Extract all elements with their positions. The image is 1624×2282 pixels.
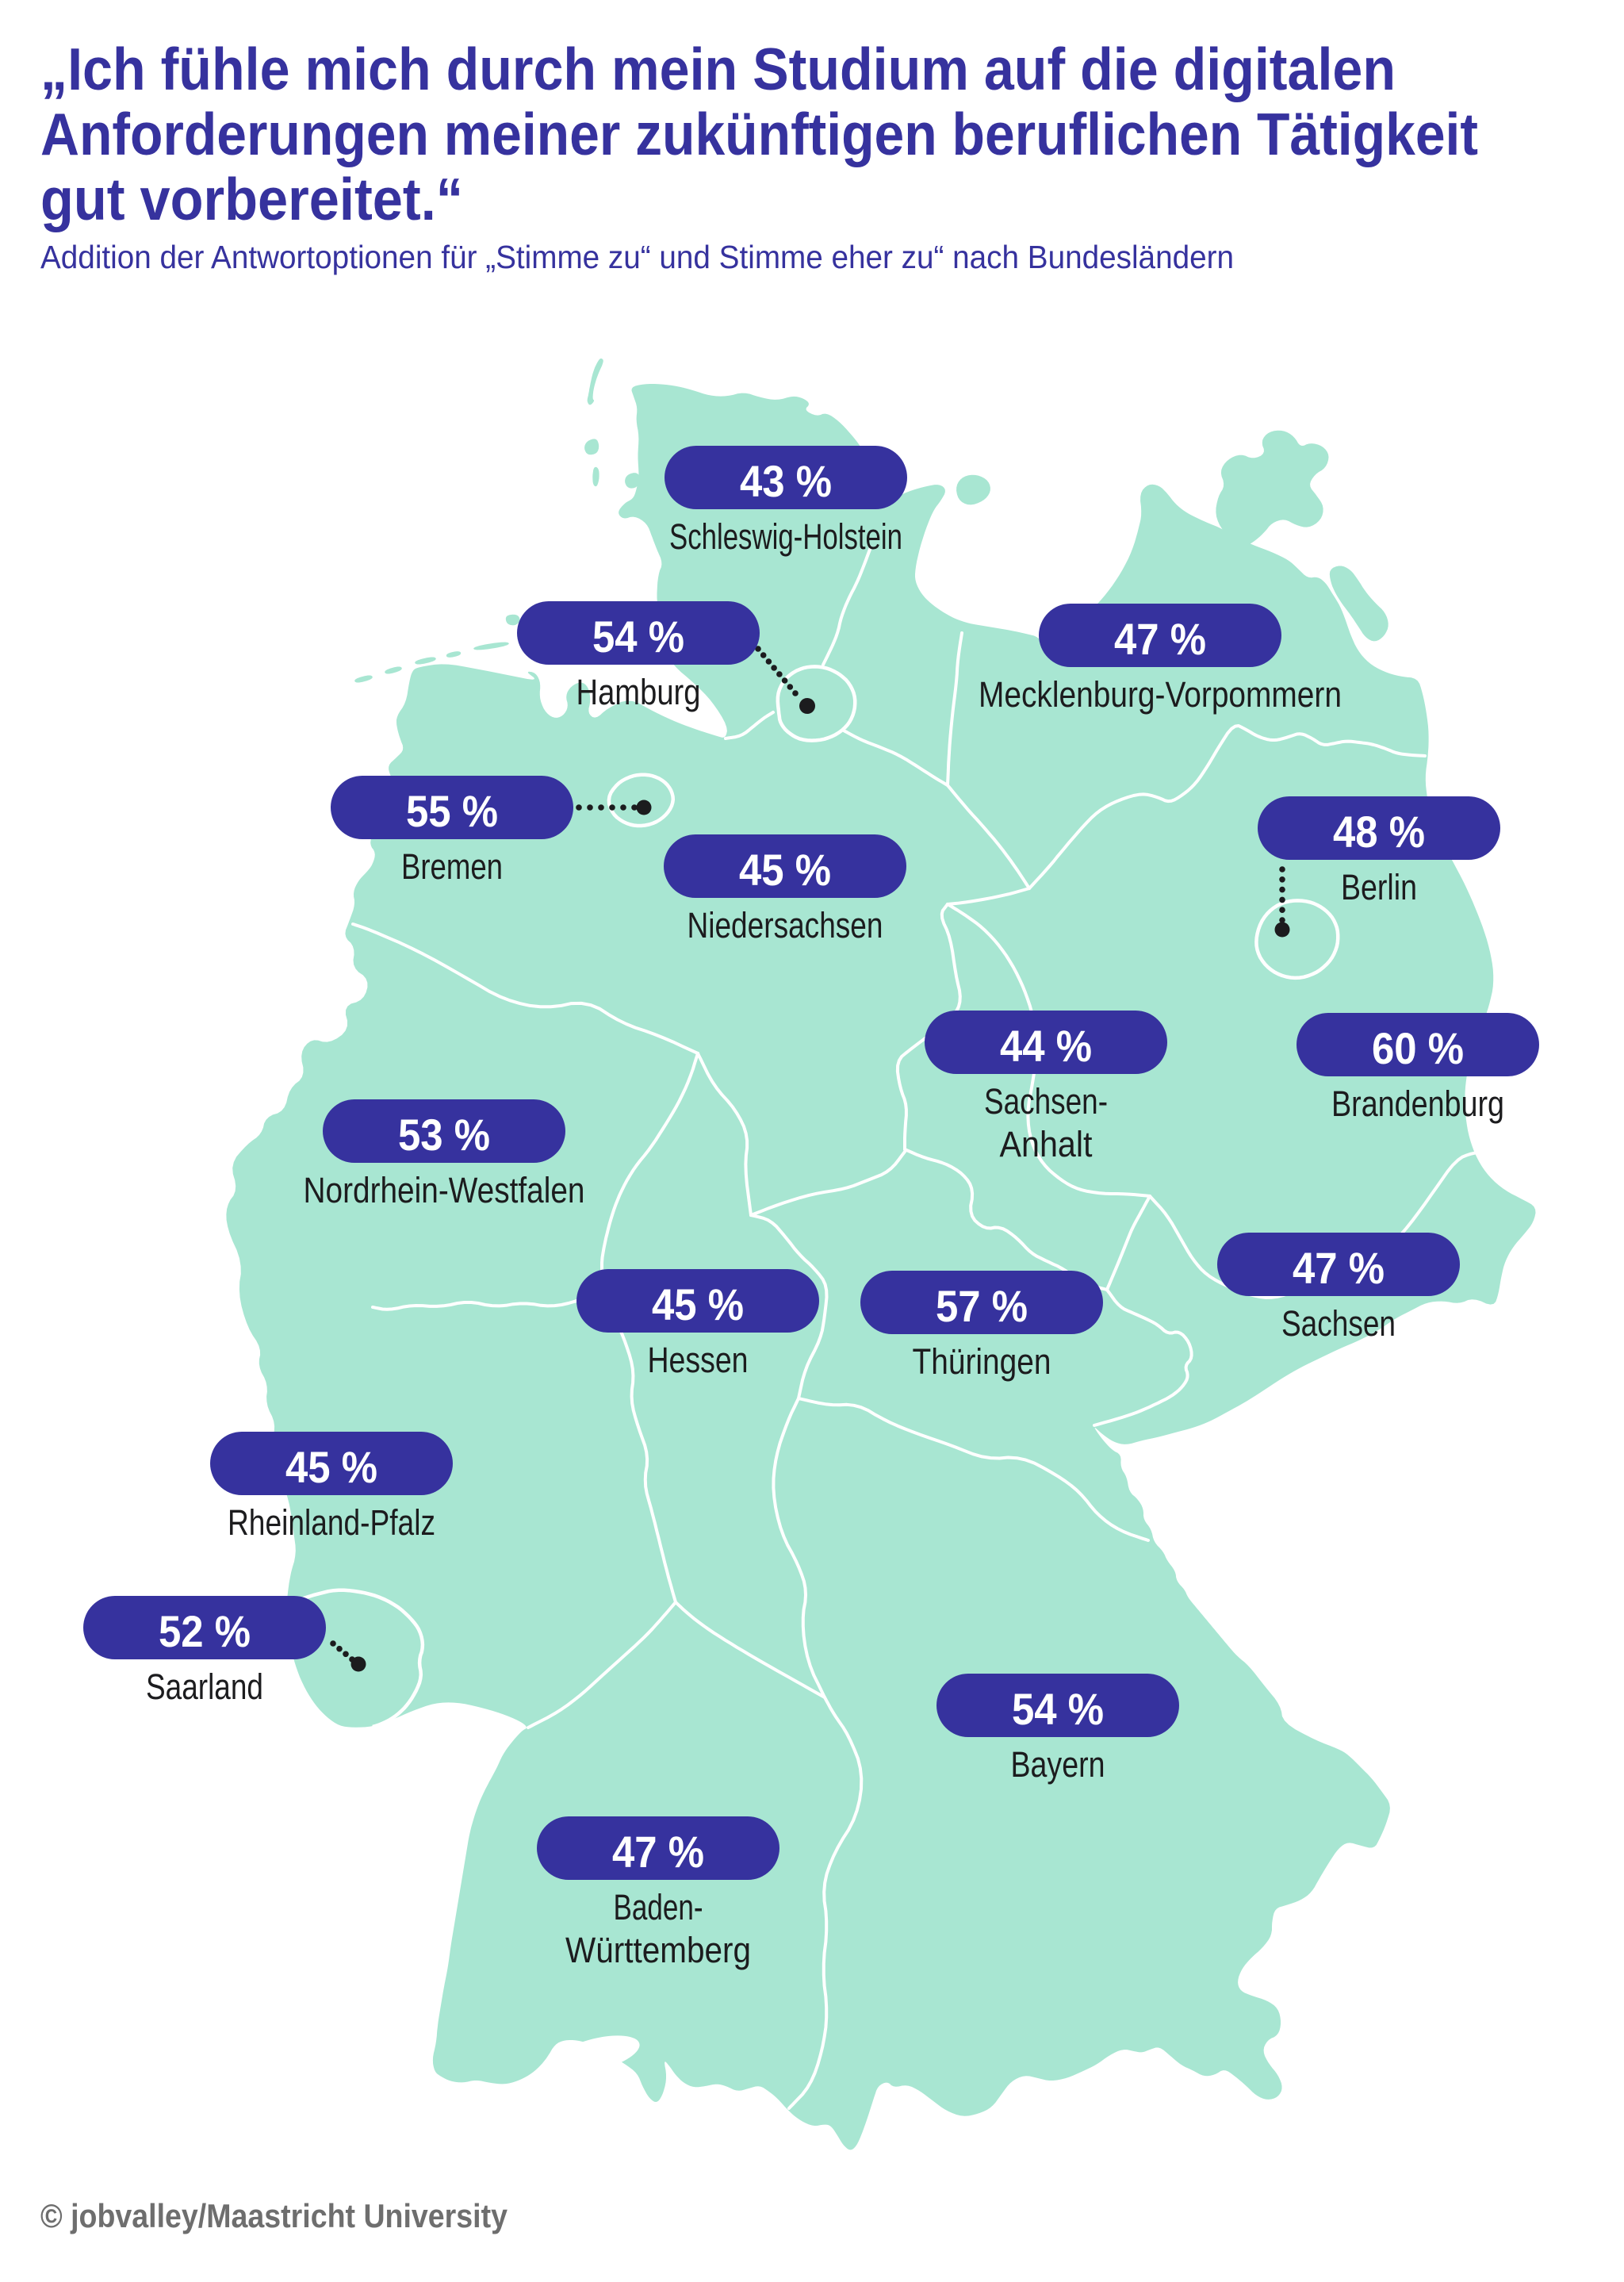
svg-text:Baden-: Baden-	[614, 1887, 703, 1927]
svg-text:45 %: 45 %	[285, 1442, 377, 1492]
svg-text:57 %: 57 %	[936, 1281, 1028, 1331]
svg-text:48 %: 48 %	[1333, 807, 1425, 857]
svg-text:Brandenburg: Brandenburg	[1331, 1083, 1504, 1124]
svg-text:Anhalt: Anhalt	[1000, 1124, 1093, 1164]
svg-text:© jobvalley/Maastricht Univers: © jobvalley/Maastricht University	[40, 2197, 508, 2234]
svg-text:45 %: 45 %	[739, 845, 831, 895]
svg-text:60 %: 60 %	[1372, 1023, 1464, 1073]
svg-text:44 %: 44 %	[1000, 1021, 1092, 1071]
svg-text:47 %: 47 %	[612, 1827, 704, 1877]
svg-text:Bayern: Bayern	[1011, 1744, 1105, 1785]
svg-text:Berlin: Berlin	[1341, 867, 1417, 907]
svg-text:Niedersachsen: Niedersachsen	[688, 905, 883, 945]
svg-text:gut vorbereitet.“: gut vorbereitet.“	[40, 166, 463, 232]
svg-text:Mecklenburg-Vorpommern: Mecklenburg-Vorpommern	[979, 674, 1342, 715]
svg-text:Hamburg: Hamburg	[576, 672, 701, 712]
svg-text:Bremen: Bremen	[401, 846, 503, 887]
svg-text:Thüringen: Thüringen	[913, 1341, 1051, 1382]
svg-text:Sachsen: Sachsen	[1281, 1303, 1396, 1344]
svg-text:Addition der Antwortoptionen f: Addition der Antwortoptionen für „Stimme…	[40, 239, 1234, 275]
svg-text:53 %: 53 %	[398, 1110, 490, 1160]
svg-text:54 %: 54 %	[1012, 1684, 1104, 1734]
svg-text:Württemberg: Württemberg	[565, 1930, 751, 1970]
svg-text:Hessen: Hessen	[648, 1340, 749, 1380]
svg-text:Nordrhein-Westfalen: Nordrhein-Westfalen	[304, 1170, 585, 1210]
svg-text:47 %: 47 %	[1293, 1243, 1385, 1293]
svg-text:54 %: 54 %	[592, 612, 684, 662]
svg-text:47 %: 47 %	[1114, 614, 1206, 664]
svg-text:52 %: 52 %	[159, 1606, 251, 1656]
svg-text:Saarland: Saarland	[146, 1666, 263, 1707]
svg-text:43 %: 43 %	[740, 456, 832, 506]
svg-text:„Ich fühle mich durch mein Stu: „Ich fühle mich durch mein Studium auf d…	[40, 36, 1396, 102]
svg-text:45 %: 45 %	[652, 1279, 744, 1329]
svg-text:Schleswig-Holstein: Schleswig-Holstein	[669, 516, 902, 557]
svg-text:55 %: 55 %	[406, 786, 498, 836]
svg-text:Rheinland-Pfalz: Rheinland-Pfalz	[228, 1502, 435, 1543]
svg-text:Sachsen-: Sachsen-	[984, 1081, 1108, 1122]
svg-text:Anforderungen meiner zukünftig: Anforderungen meiner zukünftigen berufli…	[40, 101, 1478, 167]
